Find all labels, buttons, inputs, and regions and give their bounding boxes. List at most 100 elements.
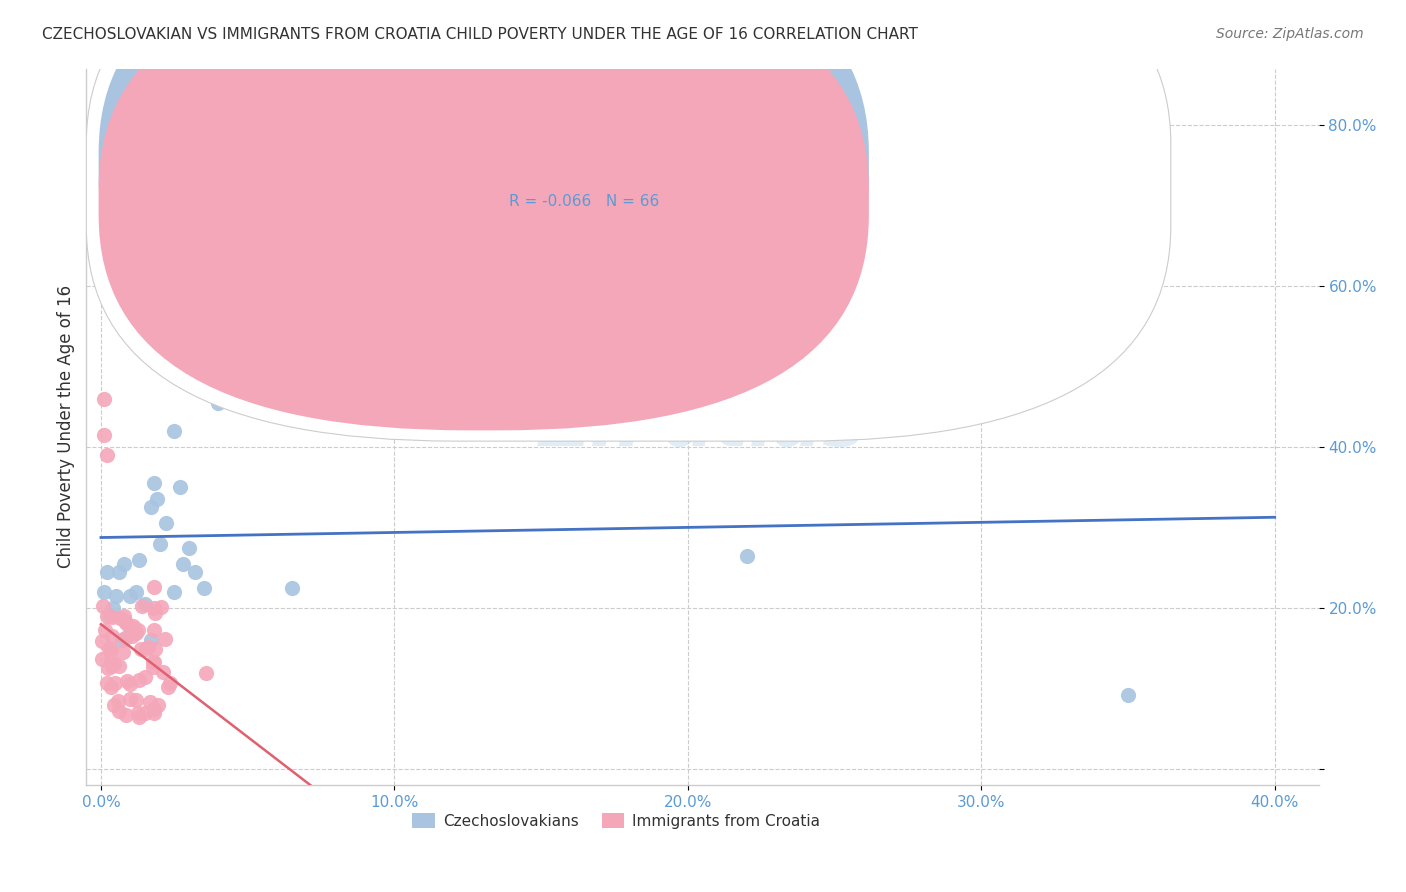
Point (91, 633, 114, 648)
Point (103, 657, 125, 671)
Point (114, 632, 136, 646)
Point (145, 492, 167, 507)
Point (134, 706, 156, 720)
Point (142, 580, 165, 594)
Point (120, 621, 142, 635)
Point (135, 642, 157, 657)
Point (412, 211, 434, 225)
Point (236, 323, 259, 337)
Point (159, 675, 181, 690)
Point (131, 599, 153, 613)
Point (93, 428, 115, 442)
Point (148, 698, 170, 713)
Point (101, 601, 124, 615)
Point (128, 710, 150, 724)
Point (96, 676, 118, 690)
Point (108, 658, 131, 673)
Point (110, 611, 132, 625)
Point (163, 424, 186, 438)
Point (100, 653, 122, 667)
Text: CZECHOSLOVAKIAN VS IMMIGRANTS FROM CROATIA CHILD POVERTY UNDER THE AGE OF 16 COR: CZECHOSLOVAKIAN VS IMMIGRANTS FROM CROAT… (42, 27, 918, 42)
FancyBboxPatch shape (98, 0, 869, 394)
Point (100, 680, 122, 694)
Point (142, 701, 165, 715)
Point (127, 706, 149, 721)
Point (107, 565, 129, 579)
Point (93, 392, 115, 406)
Point (118, 677, 141, 691)
Point (128, 552, 150, 566)
Point (207, 395, 229, 409)
Point (98, 609, 121, 624)
Point (172, 557, 194, 571)
Point (134, 597, 156, 611)
Point (97, 641, 120, 656)
Point (115, 707, 138, 722)
Point (143, 642, 166, 657)
Point (195, 666, 218, 681)
Point (354, 315, 377, 329)
Point (114, 615, 136, 629)
Point (103, 698, 125, 713)
Point (142, 601, 165, 615)
Point (93, 585, 115, 599)
Point (169, 480, 191, 494)
Point (101, 629, 124, 643)
Point (104, 589, 127, 603)
FancyBboxPatch shape (86, 0, 1171, 442)
Point (91, 652, 114, 666)
Point (149, 599, 172, 614)
Point (155, 632, 177, 647)
Point (142, 660, 165, 674)
Point (115, 616, 138, 631)
Point (97, 661, 120, 675)
Point (139, 500, 162, 515)
Point (143, 655, 166, 669)
Point (101, 659, 124, 673)
Point (129, 642, 152, 657)
Point (125, 625, 148, 640)
Point (124, 693, 146, 707)
Point (125, 585, 148, 599)
Point (139, 633, 162, 648)
Point (142, 706, 165, 720)
Point (118, 692, 141, 706)
Legend: Czechoslovakians, Immigrants from Croatia: Czechoslovakians, Immigrants from Croati… (406, 806, 827, 835)
Text: ZIPatlas: ZIPatlas (538, 392, 866, 461)
Point (104, 676, 127, 690)
Point (120, 589, 142, 603)
Point (163, 585, 186, 599)
Point (136, 640, 159, 654)
Point (252, 371, 274, 385)
Point (156, 680, 179, 694)
Point (122, 619, 145, 633)
Point (735, 549, 758, 563)
Point (142, 476, 165, 491)
Point (107, 694, 129, 708)
Point (152, 665, 174, 679)
Point (142, 655, 165, 669)
Point (142, 623, 165, 637)
Point (100, 610, 122, 624)
Point (193, 581, 215, 595)
Point (115, 673, 138, 688)
Point (114, 557, 136, 571)
Point (177, 541, 200, 555)
Point (107, 705, 129, 719)
Point (93, 599, 115, 613)
Point (155, 516, 177, 531)
Text: R = -0.066   N = 66: R = -0.066 N = 66 (509, 194, 659, 210)
Point (280, 581, 302, 595)
Point (111, 645, 134, 659)
Point (184, 565, 207, 579)
Point (96, 609, 118, 624)
Point (139, 695, 162, 709)
Point (112, 609, 135, 624)
Point (143, 606, 166, 620)
Point (100, 642, 122, 657)
Text: Source: ZipAtlas.com: Source: ZipAtlas.com (1216, 27, 1364, 41)
Point (96, 565, 118, 579)
FancyBboxPatch shape (98, 0, 869, 430)
Point (121, 629, 143, 643)
Point (134, 670, 156, 684)
